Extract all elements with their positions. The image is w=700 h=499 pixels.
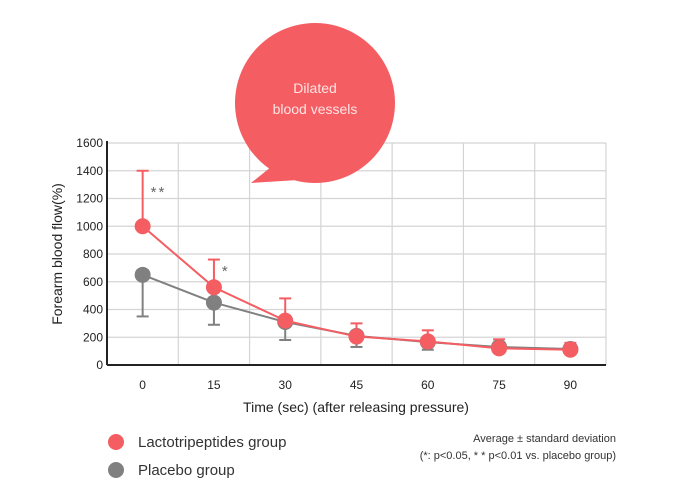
x-tick-label: 15: [207, 378, 221, 392]
x-tick-label: 45: [350, 378, 364, 392]
x-tick-label: 0: [139, 378, 146, 392]
x-tick-label: 60: [421, 378, 435, 392]
legend-item-placebo: Placebo group: [108, 456, 286, 484]
callout-line-2: blood vessels: [273, 101, 358, 117]
y-tick-label: 600: [83, 275, 103, 289]
legend-marker-lactotripeptides: [108, 434, 124, 450]
annotations: ***: [151, 184, 230, 280]
y-tick-label: 1400: [76, 164, 103, 178]
y-tick-label: 1000: [76, 219, 103, 233]
data-point: [562, 341, 579, 358]
y-tick-label: 200: [83, 330, 103, 344]
x-tick-label: 90: [564, 378, 578, 392]
data-point: [277, 312, 294, 329]
x-tick-label: 75: [492, 378, 506, 392]
x-tick-label: 30: [279, 378, 293, 392]
significance-marker: *: [222, 263, 230, 280]
x-axis-title: Time (sec) (after releasing pressure): [243, 399, 469, 415]
y-tick-label: 1200: [76, 192, 103, 206]
stats-note-line-2: (*: p<0.05, * * p<0.01 vs. placebo group…: [419, 450, 616, 462]
callout-bubble: Dilated blood vessels: [235, 23, 395, 184]
x-ticks: 0 15 30 45 60 75 90: [139, 378, 577, 392]
callout-bubble-shape: [235, 23, 395, 184]
legend-item-lactotripeptides: Lactotripeptides group: [108, 428, 286, 456]
y-tick-label: 400: [83, 303, 103, 317]
legend-label-placebo: Placebo group: [138, 461, 235, 479]
legend-marker-placebo: [108, 462, 124, 478]
y-tick-label: 0: [96, 358, 103, 372]
y-tick-label: 1600: [76, 136, 103, 150]
stats-note: Average ± standard deviation (*: p<0.05,…: [420, 431, 616, 465]
y-ticks: 0 200 400 600 800 1000 1200 1400 1600: [76, 136, 103, 372]
stats-note-line-1: Average ± standard deviation: [473, 433, 616, 445]
data-point: [419, 333, 436, 350]
series: [134, 169, 579, 358]
data-point: [491, 340, 508, 357]
y-tick-label: 800: [83, 247, 103, 261]
data-point: [134, 266, 151, 283]
y-axis-title: Forearm blood flow(%): [49, 183, 65, 325]
data-point: [348, 328, 365, 345]
series-lactotripeptides: [134, 169, 579, 358]
legend-label-lactotripeptides: Lactotripeptides group: [138, 433, 287, 451]
chart: 0 200 400 600 800 1000 1200 1400 1600 0 15 30 45 60 7…: [49, 23, 607, 415]
data-point: [205, 279, 222, 296]
data-point: [134, 218, 151, 235]
significance-marker: **: [151, 184, 167, 201]
axes: [106, 141, 606, 366]
callout-line-1: Dilated: [293, 80, 337, 96]
data-point: [205, 294, 222, 311]
legend: Lactotripeptides group Placebo group: [108, 428, 286, 484]
